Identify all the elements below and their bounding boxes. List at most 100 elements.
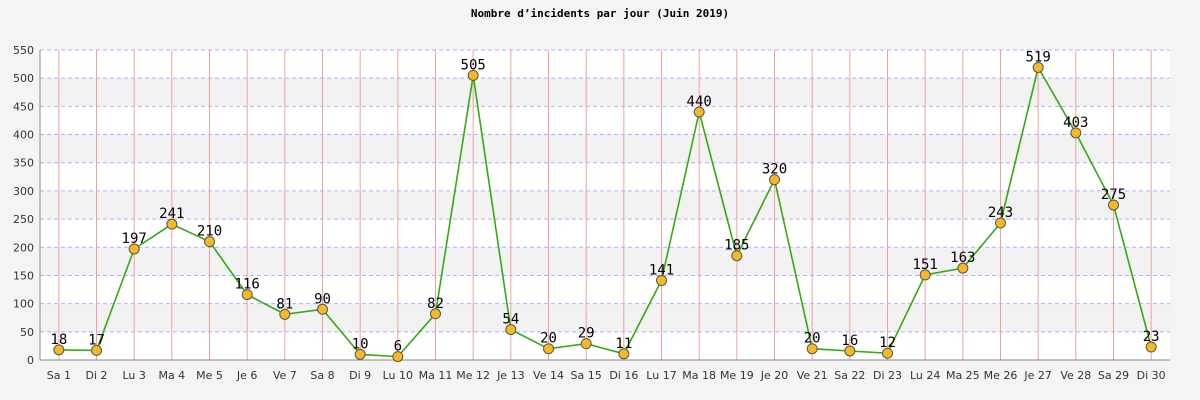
- data-label: 23: [1143, 329, 1160, 345]
- y-tick-label: 350: [13, 157, 34, 170]
- data-point: [580, 338, 592, 350]
- data-label: 116: [235, 277, 260, 293]
- data-point: [279, 308, 291, 320]
- y-tick-label: 400: [13, 129, 34, 142]
- data-label: 163: [950, 250, 975, 266]
- x-tick-label: Sa 15: [571, 369, 602, 382]
- x-tick-label: Ma 4: [158, 369, 185, 382]
- x-tick-label: Lu 10: [383, 369, 413, 382]
- x-tick-label: Ma 11: [419, 369, 453, 382]
- data-point: [995, 217, 1006, 229]
- x-tick-label: Di 16: [609, 369, 638, 382]
- data-point: [91, 344, 102, 356]
- data-point: [844, 345, 856, 357]
- x-tick-label: Me 19: [720, 369, 754, 382]
- x-tick-label: Ma 25: [946, 369, 980, 382]
- data-label: 10: [352, 336, 369, 352]
- data-point: [204, 236, 215, 248]
- y-tick-label: 300: [13, 185, 34, 198]
- x-tick-label: Di 2: [85, 369, 107, 382]
- data-point: [543, 343, 554, 355]
- grid-band: [40, 190, 1170, 220]
- y-tick-label: 0: [27, 354, 34, 367]
- grid-band: [40, 134, 1170, 163]
- data-label: 54: [502, 312, 519, 328]
- data-point: [53, 344, 65, 356]
- y-tick-label: 50: [20, 326, 34, 339]
- data-point: [1032, 61, 1044, 73]
- x-tick-label: Ve 7: [273, 369, 297, 382]
- data-label: 82: [427, 296, 444, 312]
- data-point: [505, 324, 517, 336]
- data-label: 151: [913, 257, 938, 273]
- data-label: 241: [159, 206, 184, 222]
- grid-band: [40, 78, 1170, 107]
- data-point: [882, 347, 893, 359]
- data-point: [957, 262, 969, 274]
- x-tick-label: Sa 22: [834, 369, 865, 382]
- data-point: [392, 351, 404, 363]
- x-tick-label: Ve 14: [533, 369, 564, 382]
- data-label: 81: [276, 296, 293, 312]
- x-tick-label: Di 9: [349, 369, 371, 382]
- data-label: 275: [1101, 187, 1126, 203]
- x-tick-label: Ve 28: [1060, 369, 1091, 382]
- grid-band: [40, 247, 1170, 276]
- data-label: 90: [314, 291, 331, 307]
- data-label: 243: [988, 205, 1013, 221]
- data-point: [467, 69, 479, 81]
- grid-band: [40, 303, 1170, 332]
- data-label: 519: [1026, 49, 1051, 65]
- x-tick-label: Sa 8: [310, 369, 334, 382]
- data-point: [1145, 341, 1157, 353]
- x-tick-label: Di 23: [873, 369, 902, 382]
- x-tick-label: Je 20: [760, 369, 789, 382]
- data-label: 12: [879, 335, 896, 351]
- y-tick-label: 500: [13, 72, 34, 85]
- data-point: [430, 308, 441, 320]
- x-tick-label: Lu 24: [910, 369, 940, 382]
- y-tick-label: 550: [13, 44, 34, 57]
- data-point: [656, 275, 667, 287]
- data-label: 18: [50, 332, 67, 348]
- data-label: 505: [461, 57, 486, 73]
- data-point: [731, 250, 743, 262]
- chart-title: Nombre d’incidents par jour (Juin 2019): [471, 7, 729, 20]
- data-label: 403: [1063, 115, 1088, 131]
- x-tick-label: Sa 29: [1098, 369, 1129, 382]
- data-label: 197: [122, 231, 147, 247]
- data-point: [1108, 199, 1119, 211]
- x-tick-label: Lu 3: [122, 369, 145, 382]
- x-tick-label: Me 12: [456, 369, 490, 382]
- data-label: 210: [197, 224, 222, 240]
- data-point: [128, 243, 140, 255]
- y-tick-label: 200: [13, 241, 34, 254]
- data-label: 440: [687, 94, 712, 110]
- y-tick-label: 450: [13, 100, 34, 113]
- data-label: 20: [540, 331, 557, 347]
- data-label: 20: [804, 331, 821, 347]
- y-tick-label: 100: [13, 298, 34, 311]
- data-point: [354, 348, 366, 360]
- data-label: 29: [578, 326, 595, 342]
- y-tick-label: 150: [13, 269, 34, 282]
- data-point: [618, 348, 630, 360]
- data-point: [241, 289, 253, 301]
- data-label: 16: [841, 333, 858, 349]
- data-label: 11: [615, 336, 632, 352]
- data-point: [317, 303, 328, 315]
- data-label: 141: [649, 263, 674, 279]
- x-tick-label: Me 5: [196, 369, 223, 382]
- data-point: [693, 106, 705, 118]
- data-point: [1070, 127, 1082, 139]
- x-tick-label: Ma 18: [682, 369, 716, 382]
- data-point: [919, 269, 931, 281]
- y-tick-label: 250: [13, 213, 34, 226]
- data-label: 185: [724, 238, 749, 254]
- x-tick-label: Me 26: [984, 369, 1018, 382]
- data-label: 6: [394, 339, 402, 355]
- x-tick-label: Ve 21: [797, 369, 828, 382]
- data-point: [806, 343, 818, 355]
